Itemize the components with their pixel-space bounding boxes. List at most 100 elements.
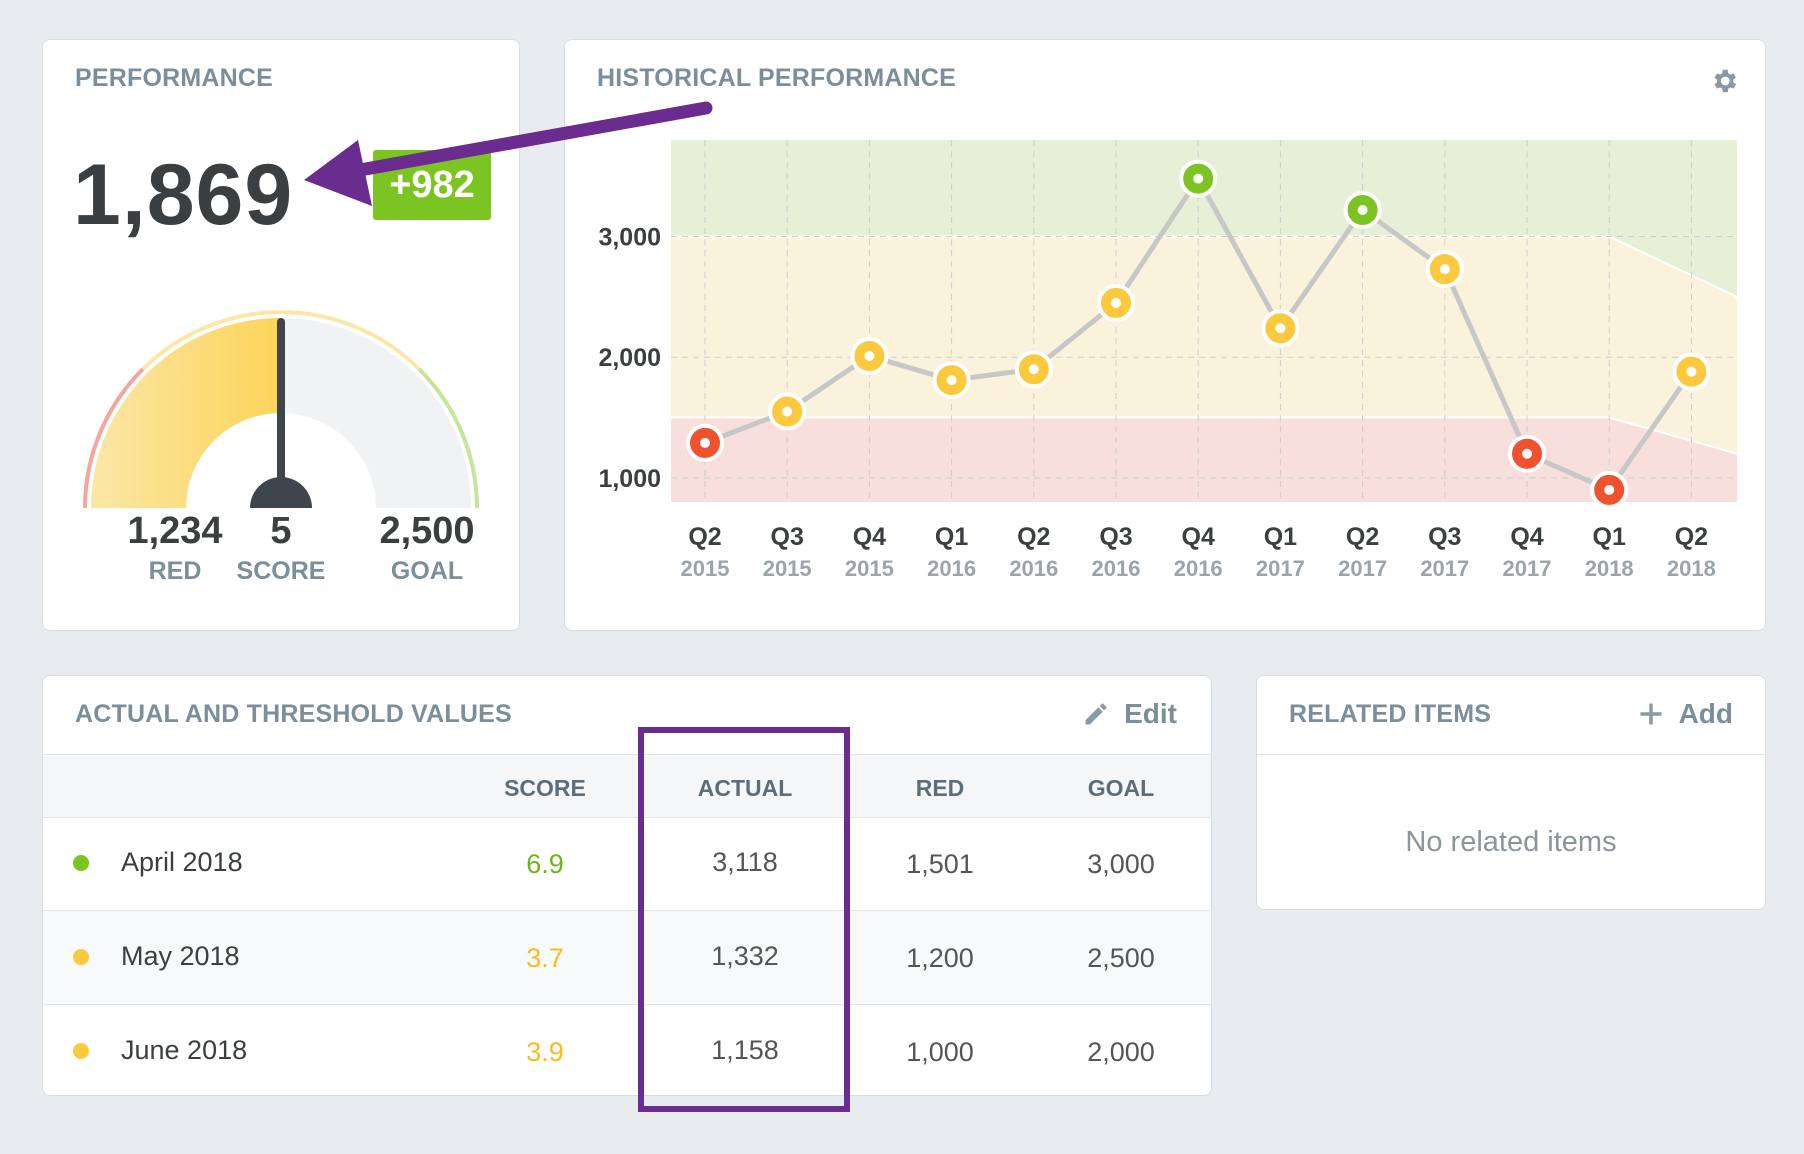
warning-zone	[671, 236, 1737, 454]
header-goal[interactable]: GOAL	[1087, 775, 1155, 801]
delta-badge: +982	[373, 150, 491, 220]
table-header: SCORE ACTUAL RED GOAL	[43, 754, 1211, 818]
arrow-shaft	[353, 101, 713, 177]
actual-cell: 1,332	[711, 941, 779, 971]
score-cell: 6.9	[526, 849, 564, 879]
x-tick-year: 2015	[763, 556, 812, 581]
goal-cell: 2,000	[1087, 1037, 1155, 1067]
x-tick-quarter: Q2	[688, 523, 721, 551]
goal-value: 2,500	[379, 510, 475, 552]
add-button[interactable]: Add	[1637, 698, 1733, 730]
actual-cell: 3,118	[712, 847, 778, 877]
goal-cell: 2,500	[1087, 943, 1155, 973]
row-label: May 2018	[121, 941, 240, 971]
x-tick-year: 2015	[845, 556, 894, 581]
row-label: June 2018	[121, 1035, 248, 1065]
x-tick-year: 2017	[1503, 556, 1552, 581]
status-dot	[73, 855, 89, 871]
header-score[interactable]: SCORE	[504, 775, 586, 801]
performance-card: PERFORMANCE 1,869 +982 1,234 RED 5 SCORE…	[42, 39, 520, 631]
gauge-red-band	[83, 367, 145, 508]
status-dot	[73, 949, 89, 965]
score-label: SCORE	[236, 557, 326, 585]
x-tick-quarter: Q2	[1675, 523, 1708, 551]
red-zone	[671, 417, 1737, 502]
x-tick-year: 2016	[927, 556, 976, 581]
gauge-goal-stat: 2,500 GOAL	[357, 510, 497, 586]
x-tick-quarter: Q1	[1264, 523, 1297, 551]
data-point-center	[1357, 204, 1368, 215]
status-dot	[73, 1043, 89, 1059]
red-cell: 1,000	[906, 1037, 974, 1067]
red-cell: 1,200	[906, 943, 974, 973]
actual-cell: 1,158	[711, 1035, 779, 1065]
performance-title: PERFORMANCE	[75, 64, 274, 92]
related-items-card: RELATED ITEMS Add No related items	[1256, 675, 1766, 910]
x-tick-quarter: Q3	[1428, 523, 1461, 551]
x-tick-year: 2016	[1092, 556, 1141, 581]
row-label: April 2018	[121, 847, 243, 877]
goal-label: GOAL	[390, 557, 464, 585]
historical-chart[interactable]: 3,000 2,000 1,000 Q2 2015 Q3 2015 Q4 2015 Q1 2016 Q…	[565, 40, 1765, 630]
y-tick-label: 3,000	[598, 224, 661, 252]
data-point-center	[864, 350, 875, 361]
data-point-center	[1028, 364, 1039, 375]
plus-icon	[1640, 703, 1662, 725]
empty-state: No related items	[1405, 826, 1617, 858]
historical-title: HISTORICAL PERFORMANCE	[597, 64, 957, 92]
data-point-center	[1275, 323, 1286, 334]
add-label: Add	[1678, 698, 1733, 729]
x-tick-quarter: Q4	[1182, 523, 1215, 551]
x-tick-year: 2018	[1585, 556, 1634, 581]
x-tick-quarter: Q1	[935, 523, 968, 551]
red-label: RED	[148, 557, 202, 585]
x-tick-quarter: Q3	[771, 523, 804, 551]
gauge-yellow-band	[141, 310, 421, 371]
x-tick-year: 2018	[1667, 556, 1716, 581]
x-tick-year: 2015	[681, 556, 730, 581]
historical-performance-card: 3,000 2,000 1,000 Q2 2015 Q3 2015 Q4 2015 Q1 2016 Q…	[564, 39, 1766, 631]
actual-column-highlight	[638, 727, 850, 1112]
data-point-center	[782, 406, 793, 417]
related-title: RELATED ITEMS	[1289, 700, 1492, 728]
data-point-center	[1522, 448, 1532, 459]
score-cell: 3.7	[526, 943, 564, 973]
x-tick-quarter: Q1	[1593, 523, 1626, 551]
red-value: 1,234	[127, 510, 223, 552]
table-row[interactable]: June 2018 3.9 1,158 1,000 2,000	[43, 1005, 1211, 1098]
score-gauge	[83, 310, 479, 508]
x-tick-quarter: Q4	[1510, 523, 1543, 551]
x-tick-year: 2017	[1420, 556, 1469, 581]
x-tick-year: 2016	[1009, 556, 1058, 581]
x-tick-year: 2017	[1338, 556, 1387, 581]
red-cell: 1,501	[906, 849, 974, 879]
x-tick-quarter: Q2	[1017, 523, 1050, 551]
x-tick-quarter: Q3	[1099, 523, 1132, 551]
gear-icon[interactable]	[1709, 66, 1739, 96]
x-tick-year: 2017	[1256, 556, 1305, 581]
data-point-center	[700, 437, 710, 448]
atv-title: ACTUAL AND THRESHOLD VALUES	[75, 700, 512, 728]
performance-value: 1,869	[73, 147, 294, 243]
edit-button[interactable]: Edit	[1082, 698, 1177, 730]
gauge-fill	[91, 318, 281, 508]
edit-label: Edit	[1124, 698, 1177, 729]
pencil-icon	[1085, 703, 1107, 725]
x-tick-quarter: Q2	[1346, 523, 1379, 551]
data-point-center	[1111, 297, 1121, 308]
score-cell: 3.9	[526, 1037, 564, 1067]
y-tick-label: 2,000	[598, 344, 661, 372]
goal-cell: 3,000	[1087, 849, 1155, 879]
table-row[interactable]: April 2018 6.9 3,118 1,501 3,000	[43, 817, 1211, 911]
gauge-red-stat: 1,234 RED	[105, 510, 245, 586]
x-tick-year: 2016	[1174, 556, 1223, 581]
table-row[interactable]: May 2018 3.7 1,332 1,200 2,500	[43, 911, 1211, 1005]
data-point-center	[946, 375, 957, 386]
gauge-score-stat: 5 SCORE	[211, 510, 351, 586]
header-red[interactable]: RED	[915, 775, 965, 801]
header-actual[interactable]: ACTUAL	[697, 775, 793, 801]
data-point-center	[1604, 484, 1615, 495]
x-tick-quarter: Q4	[853, 523, 886, 551]
score-value: 5	[270, 510, 292, 552]
gauge-hub	[250, 477, 312, 508]
